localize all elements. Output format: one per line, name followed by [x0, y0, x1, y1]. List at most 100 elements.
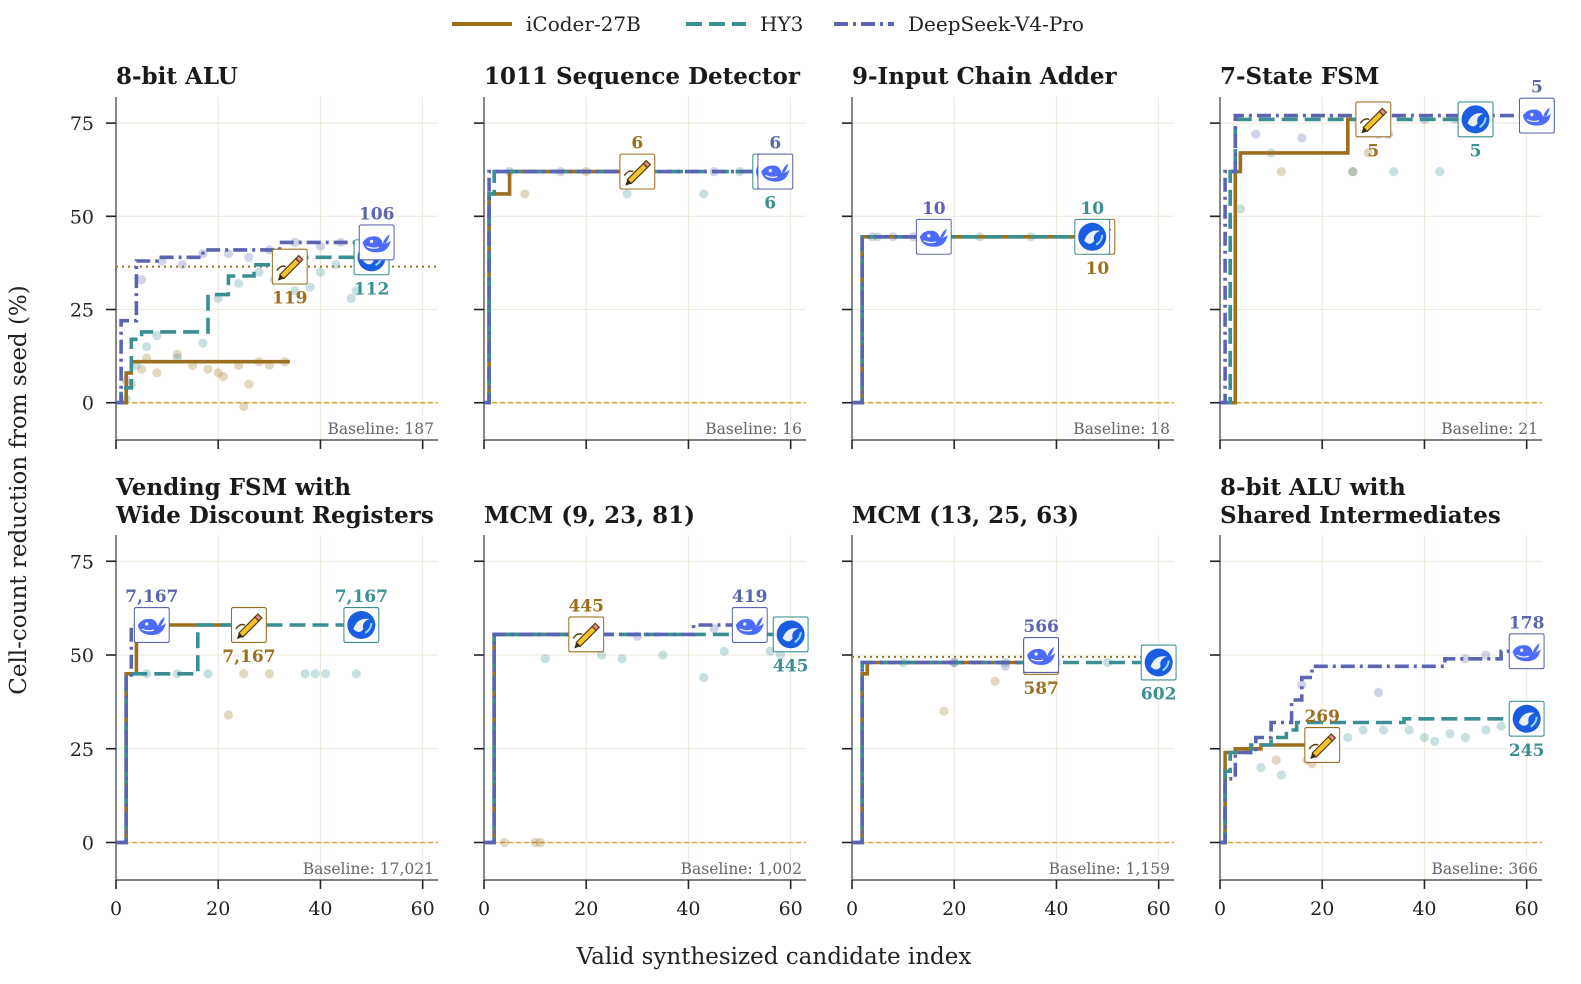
- whale-logo-icon: [133, 607, 170, 643]
- scatter-point-hy3: [1276, 770, 1286, 780]
- x-tick-label: 60: [779, 898, 803, 920]
- scatter-point-hy3: [198, 338, 208, 348]
- final-label-icoder: 6: [631, 134, 643, 154]
- blue-orb-logo-icon: [1074, 218, 1111, 255]
- legend-entry-icoder: iCoder-27B: [452, 12, 641, 36]
- scatter-point-hy3: [320, 669, 331, 679]
- series-line-hy3: [1220, 716, 1527, 845]
- scatter-point-icoder: [203, 364, 213, 374]
- y-tick-label: 75: [70, 551, 94, 573]
- blue-orb-logo-icon: [343, 607, 380, 643]
- scatter-point-deepseek: [244, 252, 254, 262]
- whale-logo-icon: [1508, 633, 1545, 670]
- series-line-deepseek: [116, 623, 152, 845]
- x-axis-label: Valid synthesized candidate index: [576, 944, 972, 970]
- scatter-point-hy3: [351, 669, 361, 679]
- baseline-text: Baseline: 17,021: [303, 860, 434, 878]
- scatter-point-hy3: [254, 267, 264, 277]
- scatter-point-hy3: [1389, 166, 1399, 177]
- final-marker-deepseek: 419: [731, 587, 768, 643]
- baseline-text: Baseline: 1,002: [681, 860, 802, 878]
- scatter-point-hy3: [290, 286, 300, 296]
- panel-5: 0 25 50 75 0 20 40 60 Vending FSM with Wide Disco…: [70, 474, 438, 920]
- final-marker-deepseek: 10: [915, 199, 952, 255]
- panel-title: Vending FSM with Wide Discount Registers: [115, 474, 434, 529]
- pencil-logo-icon: [271, 248, 308, 285]
- scatter-point-hy3: [234, 278, 244, 289]
- final-marker-hy3: 245: [1508, 700, 1545, 761]
- pencil-logo-icon: [230, 607, 267, 643]
- whale-logo-icon: [731, 607, 768, 643]
- series-line-icoder: [852, 660, 1042, 845]
- final-marker-icoder: 119: [271, 248, 308, 309]
- series-line-hy3: [484, 169, 771, 405]
- series-line-icoder: [116, 359, 290, 405]
- final-marker-deepseek: 5: [1518, 78, 1555, 134]
- scatter-point-hy3: [1404, 725, 1414, 735]
- scatter-point-deepseek: [290, 237, 300, 248]
- final-label-hy3: 112: [354, 279, 390, 299]
- final-marker-hy3: 445: [772, 616, 809, 676]
- y-tick-label: 75: [70, 113, 94, 135]
- x-tick-label: 20: [1310, 898, 1334, 920]
- y-tick-label: 50: [70, 206, 94, 228]
- final-marker-deepseek: 106: [358, 204, 395, 261]
- scatter-point-hy3: [346, 293, 356, 303]
- baseline-text: Baseline: 187: [327, 420, 434, 438]
- final-marker-icoder: 7,167: [222, 607, 276, 667]
- blue-orb-logo-icon: [1140, 644, 1177, 681]
- final-marker-icoder: 6: [619, 134, 656, 190]
- series-line-deepseek: [484, 623, 750, 845]
- x-tick-label: 60: [411, 898, 435, 920]
- panel-7: 0 20 40 60 MCM (13, 25, 63) Baseline: 1,159 58…: [842, 502, 1177, 920]
- scatter-point-hy3: [1256, 762, 1266, 773]
- x-tick-label: 0: [846, 898, 858, 920]
- final-marker-hy3: 602: [1140, 644, 1177, 705]
- scatter-point-icoder: [990, 676, 1000, 686]
- scatter-point-hy3: [310, 669, 320, 679]
- y-tick-label: 25: [70, 739, 94, 761]
- scatter-point-icoder: [223, 710, 234, 720]
- panel-2: 1011 Sequence Detector Baseline: 16 6 6 6: [474, 63, 806, 449]
- y-tick-label: 0: [82, 393, 94, 415]
- legend-entry-hy3: HY3: [686, 12, 803, 36]
- final-marker-deepseek: 7,167: [125, 587, 178, 643]
- whale-logo-icon: [1023, 637, 1060, 673]
- scatter-point-hy3: [699, 672, 709, 683]
- final-marker-deepseek: 178: [1508, 613, 1545, 670]
- scatter-point-icoder: [1276, 166, 1286, 177]
- scatter-point-hy3: [765, 646, 775, 656]
- panel-title: MCM (13, 25, 63): [852, 502, 1079, 529]
- scatter-point-hy3: [1481, 725, 1491, 735]
- scatter-point-hy3: [719, 646, 729, 656]
- panel-title: 7-State FSM: [1220, 63, 1379, 90]
- panel-8: 0 20 40 60 8-bit ALU with Shared Intermediate…: [1210, 474, 1545, 920]
- scatter-point-hy3: [1445, 729, 1455, 739]
- scatter-point-icoder: [1363, 148, 1373, 158]
- final-label-deepseek: 566: [1023, 617, 1059, 637]
- final-label-deepseek: 419: [732, 587, 768, 607]
- x-tick-label: 0: [1214, 898, 1226, 920]
- scatter-point-hy3: [331, 260, 341, 270]
- scatter-point-hy3: [1378, 725, 1389, 735]
- final-label-hy3: 602: [1141, 685, 1177, 705]
- scatter-point-hy3: [1102, 657, 1113, 668]
- scatter-point-hy3: [658, 650, 668, 660]
- x-tick-label: 40: [1412, 898, 1436, 920]
- scatter-point-hy3: [622, 189, 632, 199]
- series-line-hy3: [1220, 117, 1476, 405]
- scatter-point-icoder: [499, 837, 510, 848]
- x-tick-label: 0: [478, 898, 490, 920]
- pencil-logo-icon: [619, 153, 656, 190]
- scatter-point-icoder: [213, 368, 223, 378]
- final-label-hy3: 6: [764, 194, 776, 214]
- final-marker-deepseek: 566: [1023, 617, 1060, 673]
- scatter-point-deepseek: [1297, 680, 1307, 690]
- final-label-icoder: 7,167: [222, 647, 275, 667]
- blue-orb-logo-icon: [1508, 700, 1545, 737]
- panel-title: MCM (9, 23, 81): [484, 502, 695, 529]
- scatter-point-hy3: [1430, 736, 1440, 746]
- scatter-point-hy3: [300, 669, 310, 679]
- scatter-point-icoder: [939, 706, 949, 716]
